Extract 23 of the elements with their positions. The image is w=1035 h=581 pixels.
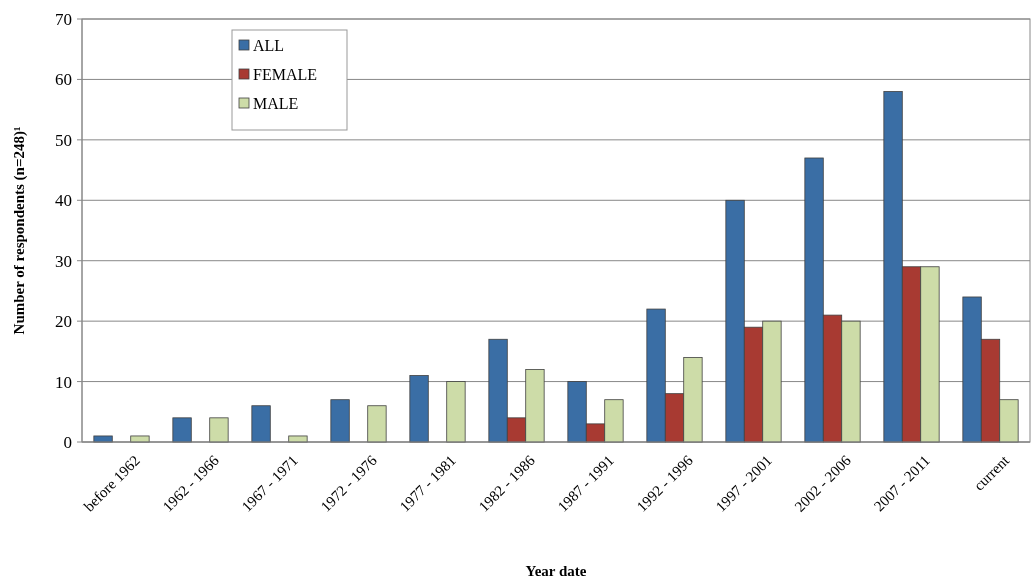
y-tick-label: 70	[55, 9, 72, 29]
y-tick-label: 0	[63, 432, 72, 452]
y-tick-label: 10	[55, 372, 72, 392]
bar	[409, 375, 429, 443]
y-tick-label: 50	[55, 130, 72, 150]
legend-label: ALL	[253, 36, 285, 54]
bar	[93, 435, 113, 443]
bar	[172, 417, 192, 443]
y-tick-label: 20	[55, 312, 72, 332]
y-tick-label: 40	[55, 191, 72, 211]
legend-label: FEMALE	[253, 65, 317, 83]
y-tick-label: 60	[55, 70, 72, 90]
bar	[446, 381, 466, 443]
bar	[288, 435, 308, 443]
bar	[367, 405, 387, 443]
bar	[130, 435, 150, 443]
legend-label: MALE	[253, 94, 299, 112]
bar	[209, 417, 229, 443]
x-axis-title: Year date	[525, 563, 587, 579]
bar	[330, 399, 350, 443]
y-axis-title: Number of respondents (n=248)¹	[11, 126, 28, 335]
y-tick-label: 30	[55, 251, 72, 271]
bar	[251, 405, 271, 443]
